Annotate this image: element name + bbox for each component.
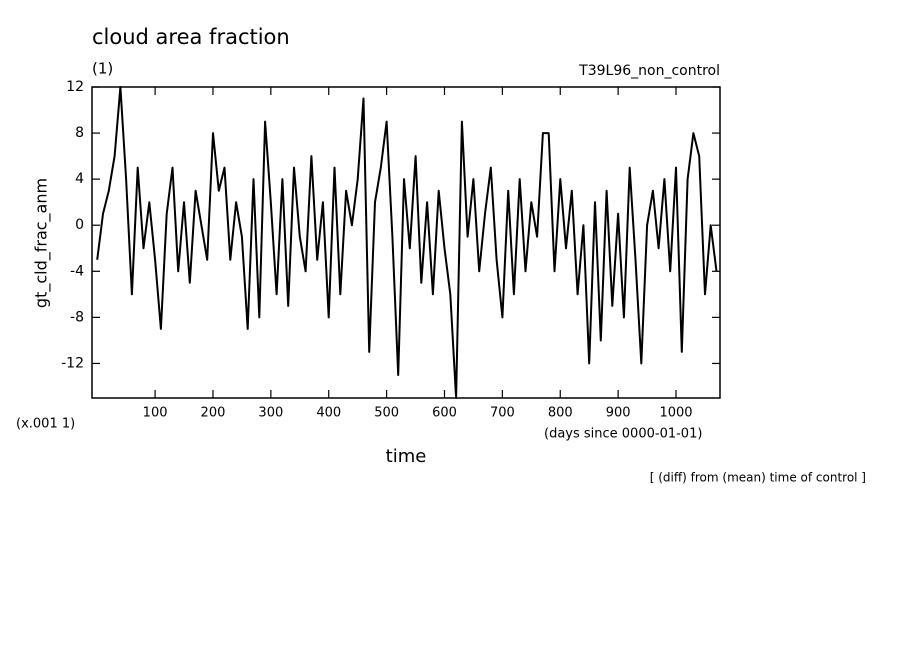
y-tick-label: -12 bbox=[61, 355, 84, 371]
run-label: T39L96_non_control bbox=[578, 63, 720, 79]
x-tick-label: 900 bbox=[606, 406, 631, 421]
note: [ (diff) from (mean) time of control ] bbox=[650, 471, 866, 485]
x-axis-label: time bbox=[386, 446, 427, 467]
x-tick-label: 100 bbox=[143, 406, 168, 421]
y-axis-label: gt_cld_frac_anm bbox=[32, 178, 52, 308]
subtitle: (1) bbox=[92, 60, 113, 78]
y-unit: (x.001 1) bbox=[16, 417, 75, 432]
plot-frame bbox=[91, 86, 721, 399]
x-tick-label: 600 bbox=[432, 406, 457, 421]
x-tick-label: 800 bbox=[548, 406, 573, 421]
x-unit: (days since 0000-01-01) bbox=[544, 427, 702, 442]
y-tick-label: 4 bbox=[75, 171, 84, 187]
chart-title: cloud area fraction bbox=[92, 25, 290, 49]
x-tick-label: 400 bbox=[316, 406, 341, 421]
x-tick-label: 1000 bbox=[659, 406, 692, 421]
x-tick-label: 500 bbox=[374, 406, 399, 421]
data-line bbox=[96, 86, 718, 399]
x-tick-label: 200 bbox=[201, 406, 226, 421]
y-tick-label: 8 bbox=[75, 125, 84, 141]
x-tick-label: 700 bbox=[490, 406, 515, 421]
y-tick-label: 0 bbox=[75, 217, 84, 233]
y-tick-label: -8 bbox=[70, 309, 84, 325]
y-tick-label: -4 bbox=[70, 263, 84, 279]
x-tick-label: 300 bbox=[258, 406, 283, 421]
y-tick-label: 12 bbox=[66, 79, 84, 95]
